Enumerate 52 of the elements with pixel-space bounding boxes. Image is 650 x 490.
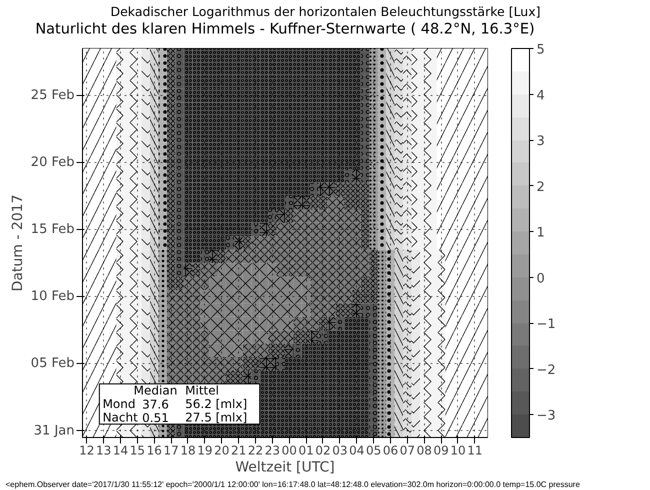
chart-title: Naturlicht des klaren Himmels - Kuffner-Sternwarte ( 48.2°N, 16.3°E) [35,22,535,38]
y-tick-label: 20 Feb [30,155,75,170]
annotation: Nacht [102,410,138,424]
annotation: Mond [102,396,136,411]
text: <ephem.Observer date='2017/1/30 11:55:12' epoch='2000/1/1 12:00:00' lon=16:17:48.0 lat=48:12:48.0 elevation=302.0m horizon=0:00:00.0 temp=15.0C pressure [6,480,580,489]
x-tick-label: 08 [416,444,432,458]
x-tick-label: 16 [146,444,162,458]
y-tick-label: 15 Feb [30,222,75,238]
x-tick-label: 11 [467,444,482,458]
color-bar-label: −1 [536,317,556,332]
x-tick-label: 01 [298,444,314,458]
color-bar-label: 0 [536,271,545,286]
color-bar-label: 3 [536,134,545,150]
x-tick-label: 09 [433,444,449,458]
color-bar-label: 4 [536,88,545,104]
x-tick-label: 18 [180,444,196,458]
y-tick-label: 10 Feb [30,289,75,304]
x-axis-title: Weltzeit [UTC] [235,460,335,476]
annotation: Median [134,384,178,398]
x-tick-label: 07 [400,444,415,458]
x-tick-label: 06 [382,444,398,458]
x-tick-label: 22 [248,444,264,458]
color-bar-label: −3 [536,408,556,424]
x-tick-label: 12 [79,444,94,458]
x-tick-label: 10 [450,444,466,458]
x-tick-label: 14 [112,444,128,458]
x-tick-label: 23 [264,444,280,458]
annotation: 37.6 [142,397,169,412]
y-tick-label: 31 Jan [34,423,75,438]
x-tick-label: 15 [130,444,145,458]
x-tick-label: 19 [197,444,212,458]
annotation: 0.51 [142,410,169,425]
color-bar-label: −2 [536,362,556,378]
x-tick-label: 04 [349,444,364,458]
x-tick-label: 00 [282,444,297,458]
x-tick-label: 21 [230,444,246,458]
annotation: Mittel [185,384,219,398]
x-tick-label: 17 [163,444,179,458]
color-bar-label: 5 [536,42,545,58]
y-tick-label: 25 Feb [30,88,75,103]
annotation: 27.5 [mlx] [185,410,248,424]
color-bar-label: 2 [536,180,545,195]
color-bar-label: 1 [536,226,545,241]
x-tick-label: 03 [332,444,348,458]
chart-subtitle: Dekadischer Logarithmus der horizontalen Beleuchtungsstärke [Lux] [110,4,541,19]
x-tick-label: 13 [96,444,112,458]
x-tick-label: 02 [315,444,331,458]
x-tick-label: 20 [214,444,230,458]
x-tick-label: 05 [366,444,382,458]
annotation: 56.2 [mlx] [185,396,248,411]
y-axis-title: Datum - 2017 [10,194,26,292]
y-tick-label: 05 Feb [30,356,75,372]
